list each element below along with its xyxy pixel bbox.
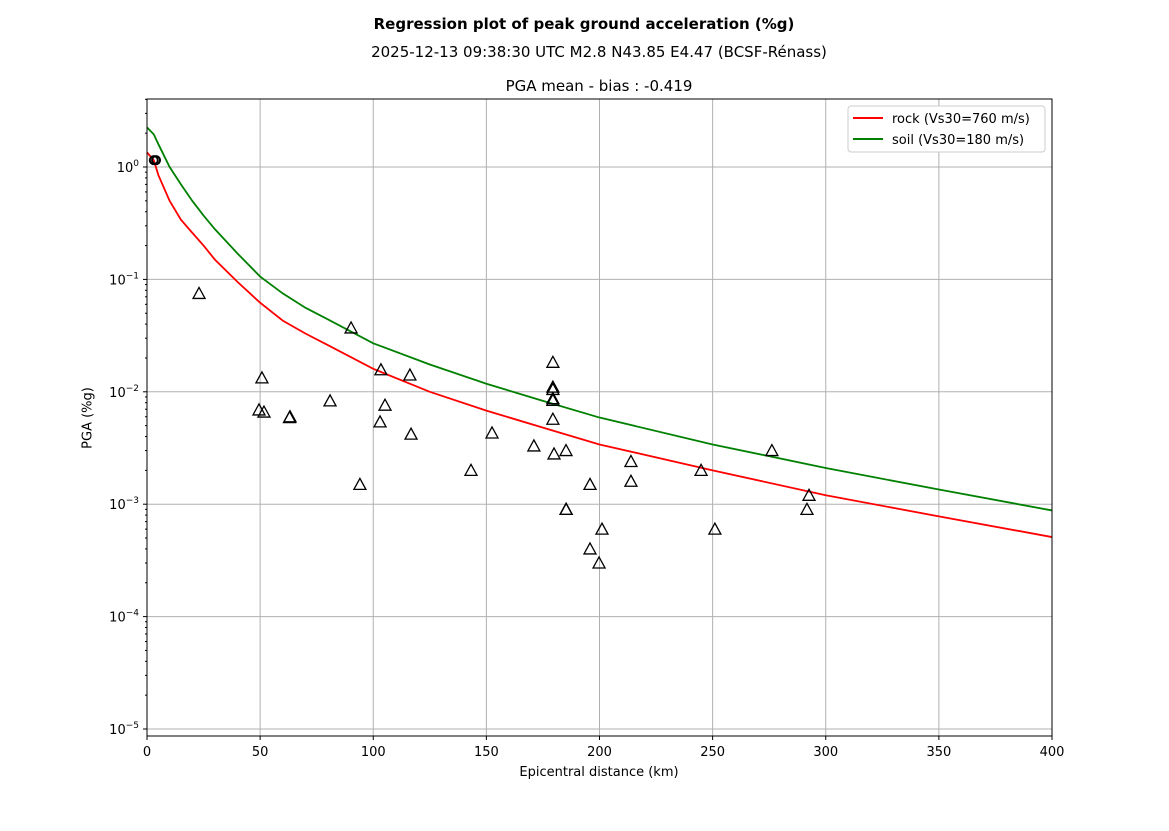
- observation-point: [403, 426, 419, 440]
- y-tick-label: 10−4: [109, 609, 139, 626]
- observation-point: [594, 521, 610, 535]
- x-tick-label: 300: [813, 745, 838, 760]
- observation-point: [352, 477, 367, 491]
- x-tick-label: 150: [474, 745, 499, 760]
- observation-point: [764, 443, 779, 457]
- x-tick-label: 100: [361, 745, 386, 760]
- observation-point: [191, 286, 207, 300]
- observation-point: [484, 425, 500, 439]
- observation-point: [545, 392, 560, 406]
- x-axis-label: Epicentral distance (km): [519, 765, 678, 780]
- observation-point: [591, 555, 607, 569]
- observation-point: [799, 501, 815, 515]
- observation-point: [251, 402, 267, 416]
- x-tick-label: 250: [700, 745, 725, 760]
- legend-soil-label: soil (Vs30=180 m/s): [892, 133, 1024, 148]
- y-tick-label: 10−2: [109, 384, 139, 401]
- observation-point: [256, 404, 272, 418]
- x-tick-label: 200: [587, 745, 612, 760]
- observation-point: [402, 367, 417, 381]
- near-source-point: [151, 155, 162, 166]
- series-line-soil: [146, 126, 1053, 512]
- observation-point: [545, 354, 560, 368]
- observation-point: [282, 410, 297, 424]
- observation-point: [546, 446, 562, 460]
- observation-point: [582, 541, 598, 555]
- observation-point: [463, 463, 479, 477]
- observation-point: [801, 487, 817, 501]
- observation-point: [558, 443, 574, 457]
- observation-point: [254, 370, 270, 384]
- series-line-rock: [146, 151, 1053, 538]
- observation-point: [526, 438, 541, 452]
- legend-rock-label: rock (Vs30=760 m/s): [892, 112, 1030, 127]
- observation-point: [559, 501, 574, 515]
- plot-frame: [146, 98, 1053, 737]
- observation-point: [582, 477, 598, 491]
- chart-title: PGA mean - bias : -0.419: [506, 77, 693, 95]
- chart-subtitle: 2025-12-13 09:38:30 UTC M2.8 N43.85 E4.4…: [371, 43, 827, 61]
- x-tick-label: 0: [143, 745, 151, 760]
- y-axis-label: PGA (%g): [81, 387, 96, 449]
- observation-point: [623, 473, 639, 487]
- observation-point: [377, 397, 393, 411]
- legend: rock (Vs30=760 m/s) soil (Vs30=180 m/s): [847, 105, 1046, 153]
- y-tick-label: 10−3: [109, 496, 139, 513]
- observation-point: [693, 463, 709, 477]
- y-tick-label: 10−1: [109, 271, 139, 288]
- x-tick-label: 400: [1040, 745, 1065, 760]
- observation-point: [373, 362, 389, 376]
- observation-point: [343, 320, 359, 334]
- observation-point: [545, 411, 560, 425]
- observation-point: [707, 521, 722, 535]
- x-tick-label: 50: [252, 745, 269, 760]
- x-tick-label: 350: [926, 745, 951, 760]
- y-tick-label: 10−5: [109, 721, 139, 738]
- chart-suptitle: Regression plot of peak ground accelerat…: [374, 15, 795, 33]
- observation-point: [322, 393, 338, 407]
- observation-point: [623, 454, 639, 468]
- observation-point: [372, 414, 388, 428]
- y-tick-label: 100: [117, 159, 140, 176]
- observation-point: [545, 391, 560, 405]
